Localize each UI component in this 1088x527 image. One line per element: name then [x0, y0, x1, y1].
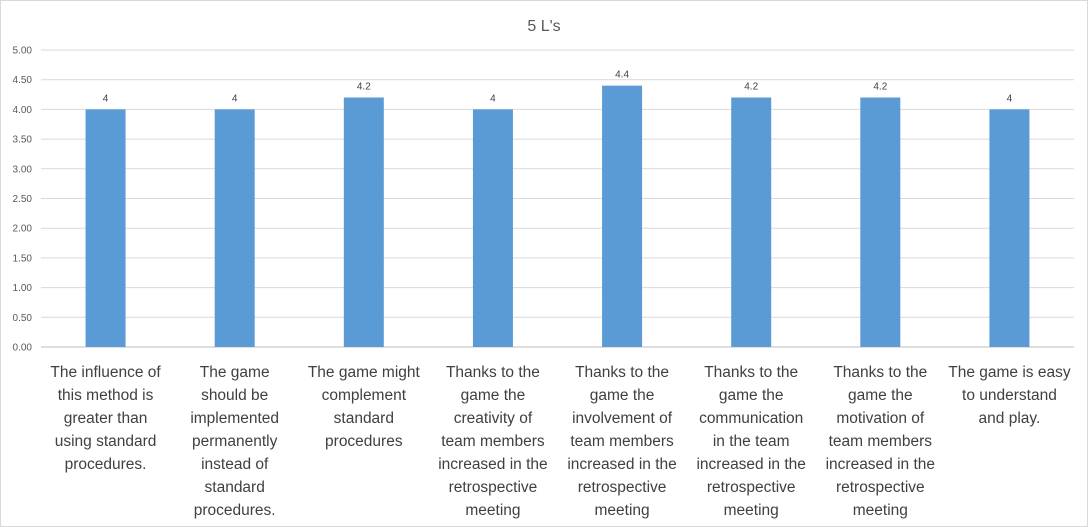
y-tick-label: 3.00	[13, 164, 33, 175]
category-label: The game is easy to understand and play.	[948, 364, 1071, 427]
y-tick-label: 3.50	[13, 135, 33, 146]
bars	[85, 85, 1030, 348]
category-label: Thanks to the game the creativity of team m…	[438, 364, 547, 519]
bar-data-label: 4.4	[615, 70, 629, 81]
bar	[989, 109, 1030, 348]
bar-data-label: 4.2	[873, 82, 887, 93]
y-axis-ticks: 0.00 0.50 1.00 1.50 2.00 2.50 3.00 3.50 4.00 4.50…	[13, 46, 33, 354]
y-tick-label: 1.50	[13, 253, 33, 264]
category-label: The game might complement standard procedur…	[308, 364, 421, 450]
bar-data-label: 4	[103, 93, 109, 104]
y-tick-label: 1.00	[13, 283, 33, 294]
bar-data-label: 4	[232, 93, 238, 104]
y-tick-label: 2.50	[13, 194, 33, 205]
bar-data-label: 4.2	[357, 82, 371, 93]
category-label: The game should be implemented permanently i…	[190, 364, 279, 519]
x-axis-categories: The influence of this method is greater th…	[50, 364, 1070, 519]
y-tick-label: 0.50	[13, 313, 33, 324]
y-tick-label: 2.00	[13, 224, 33, 235]
category-label: Thanks to the game the motivation of team m…	[826, 364, 935, 519]
bar	[85, 109, 126, 348]
bar	[214, 109, 255, 348]
gridlines	[41, 49, 1074, 348]
bar-data-label: 4	[490, 93, 496, 104]
y-tick-label: 4.00	[13, 105, 33, 116]
bar	[860, 97, 901, 348]
bar-data-label: 4	[1007, 93, 1013, 104]
y-tick-label: 0.00	[13, 343, 33, 354]
bar	[343, 97, 384, 348]
y-tick-label: 4.50	[13, 75, 33, 86]
bar	[472, 109, 513, 348]
category-label: Thanks to the game the communication in the…	[696, 364, 805, 519]
category-label: The influence of this method is greater th…	[50, 364, 161, 473]
bar	[602, 85, 643, 347]
category-label: Thanks to the game the involvement of team …	[567, 364, 676, 519]
y-tick-label: 5.00	[13, 46, 33, 57]
bar	[731, 97, 772, 348]
bar-data-label: 4.2	[744, 82, 758, 93]
chart-title: 5 L's	[527, 18, 560, 35]
data-labels: 4 4 4.2 4 4.4 4.2 4.2 4	[103, 70, 1013, 105]
